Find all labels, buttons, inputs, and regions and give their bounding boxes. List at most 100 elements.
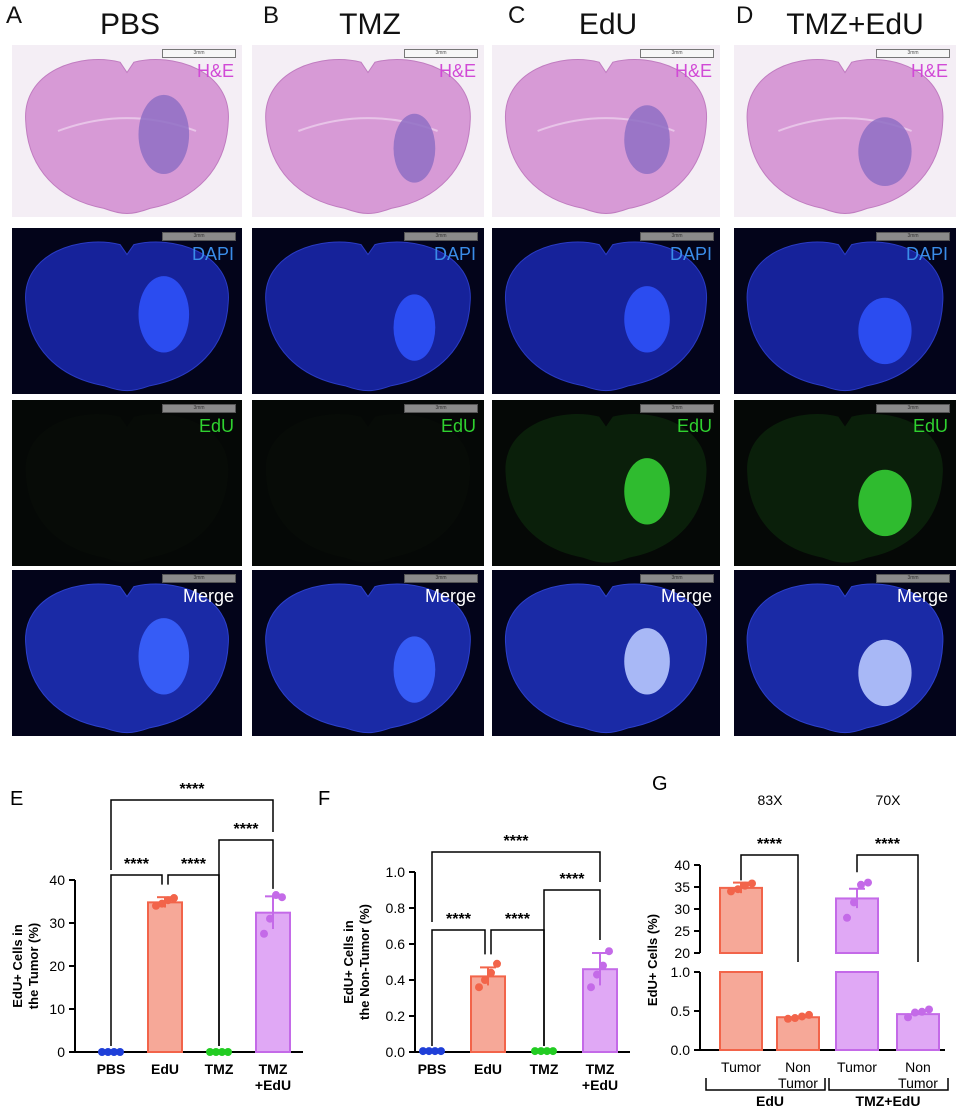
brain-section bbox=[25, 59, 229, 215]
brain-section bbox=[505, 59, 707, 215]
group-bracket bbox=[705, 1078, 826, 1091]
brain-section bbox=[265, 59, 471, 215]
y-tick-label: 0.2 bbox=[386, 1008, 406, 1024]
data-point bbox=[278, 893, 286, 902]
x-tick-label: EdU bbox=[151, 1061, 179, 1077]
x-tick-label: EdU bbox=[474, 1061, 502, 1077]
data-point bbox=[843, 913, 851, 922]
column-title-tmz-edu: TMZ+EdU bbox=[786, 8, 924, 41]
channel-label: H&E bbox=[910, 61, 948, 81]
image-tile-dapi-3: 3mm DAPI bbox=[492, 228, 720, 394]
significance-bracket bbox=[110, 799, 274, 870]
significance-bracket bbox=[431, 851, 601, 922]
y-tick-label: 40 bbox=[674, 857, 690, 873]
data-point bbox=[734, 885, 742, 894]
data-point bbox=[587, 983, 595, 992]
data-point bbox=[419, 1047, 427, 1056]
data-point bbox=[549, 1047, 557, 1056]
y-axis-label: the Tumor (%) bbox=[26, 923, 41, 1009]
image-tile-edu-3: 3mm EdU bbox=[492, 400, 720, 566]
x-tick-label: TMZ bbox=[259, 1061, 288, 1077]
channel-label: Merge bbox=[660, 586, 712, 606]
x-tick-label: TMZ bbox=[586, 1061, 615, 1077]
panel-letter-f: F bbox=[318, 788, 330, 810]
data-point bbox=[104, 1048, 112, 1056]
significance-label: **** bbox=[757, 836, 783, 853]
data-point bbox=[784, 1014, 792, 1023]
channel-label: Merge bbox=[182, 586, 234, 606]
panel-letter-d: D bbox=[736, 2, 754, 29]
significance-bracket bbox=[543, 889, 601, 1046]
group-label: TMZ+EdU bbox=[856, 1093, 921, 1109]
data-point bbox=[748, 879, 756, 888]
channel-label: DAPI bbox=[905, 244, 948, 264]
data-point bbox=[537, 1047, 545, 1056]
brain-section bbox=[505, 241, 707, 392]
data-point bbox=[158, 899, 166, 908]
column-title-tmz: TMZ bbox=[339, 8, 401, 41]
tumor-region bbox=[858, 469, 912, 537]
bar bbox=[776, 1016, 820, 1051]
image-tile-dapi-2: 3mm DAPI bbox=[252, 228, 484, 394]
significance-label: **** bbox=[875, 836, 901, 853]
significance-label: **** bbox=[180, 781, 206, 798]
data-point bbox=[791, 1014, 799, 1023]
scale-bar: 3mm bbox=[162, 574, 236, 583]
tumor-region bbox=[393, 113, 436, 183]
tumor-region bbox=[858, 297, 912, 365]
data-point bbox=[266, 914, 274, 923]
bar-upper bbox=[719, 886, 763, 954]
brain-section bbox=[25, 583, 229, 734]
x-tick-label: PBS bbox=[418, 1061, 447, 1077]
scale-bar: 3mm bbox=[876, 49, 950, 58]
bar-lower bbox=[835, 971, 879, 1051]
tumor-region bbox=[138, 618, 190, 695]
y-tick-label: 0.0 bbox=[671, 1042, 691, 1058]
image-tile-edu-2: 3mm EdU bbox=[252, 400, 484, 566]
y-tick-label: 30 bbox=[49, 915, 65, 931]
channel-label: EdU bbox=[676, 416, 712, 436]
image-tile-he-4: 3mm H&E bbox=[734, 45, 956, 217]
y-tick-label: 1.0 bbox=[671, 964, 691, 980]
x-tick-label: Tumor bbox=[837, 1059, 877, 1075]
scale-bar: 3mm bbox=[162, 49, 236, 58]
image-tile-edu-4: 3mm EdU bbox=[734, 400, 956, 566]
data-point bbox=[605, 947, 613, 956]
brain-section bbox=[25, 241, 229, 392]
significance-bracket bbox=[740, 854, 799, 962]
data-point bbox=[850, 898, 858, 907]
y-tick-label: 0 bbox=[57, 1044, 65, 1060]
significance-label: **** bbox=[234, 821, 260, 838]
brain-section bbox=[265, 413, 471, 563]
y-axis-label: EdU+ Cells in bbox=[10, 924, 25, 1007]
image-tile-dapi-1: 3mm DAPI bbox=[12, 228, 242, 394]
tumor-region bbox=[624, 628, 670, 695]
channel-label: H&E bbox=[674, 61, 712, 81]
brain-section bbox=[505, 413, 707, 563]
y-tick-label: 40 bbox=[49, 872, 65, 888]
panel-letter-c: C bbox=[508, 2, 526, 29]
tumor-region bbox=[138, 276, 190, 353]
scale-bar: 3mm bbox=[162, 404, 236, 413]
y-axis-label: EdU+ Cells in bbox=[341, 920, 356, 1003]
scale-bar: 3mm bbox=[876, 404, 950, 413]
x-tick-label: +EdU bbox=[255, 1077, 291, 1093]
image-tile-merge-1: 3mm Merge bbox=[12, 570, 242, 736]
data-point bbox=[164, 896, 172, 905]
brain-section bbox=[25, 413, 229, 563]
channel-label: DAPI bbox=[669, 244, 712, 264]
data-point bbox=[857, 880, 865, 889]
data-point bbox=[911, 1008, 919, 1017]
data-point bbox=[864, 878, 872, 887]
image-tile-dapi-4: 3mm DAPI bbox=[734, 228, 956, 394]
data-point bbox=[493, 959, 501, 968]
data-point bbox=[925, 1005, 933, 1014]
data-point bbox=[918, 1007, 926, 1016]
column-title-edu: EdU bbox=[578, 8, 638, 41]
significance-bracket bbox=[856, 854, 919, 962]
data-point bbox=[481, 976, 489, 984]
brain-section bbox=[746, 59, 944, 215]
significance-label: **** bbox=[181, 856, 207, 873]
fold-change-label: 70X bbox=[876, 792, 902, 808]
channel-label: DAPI bbox=[191, 244, 234, 264]
